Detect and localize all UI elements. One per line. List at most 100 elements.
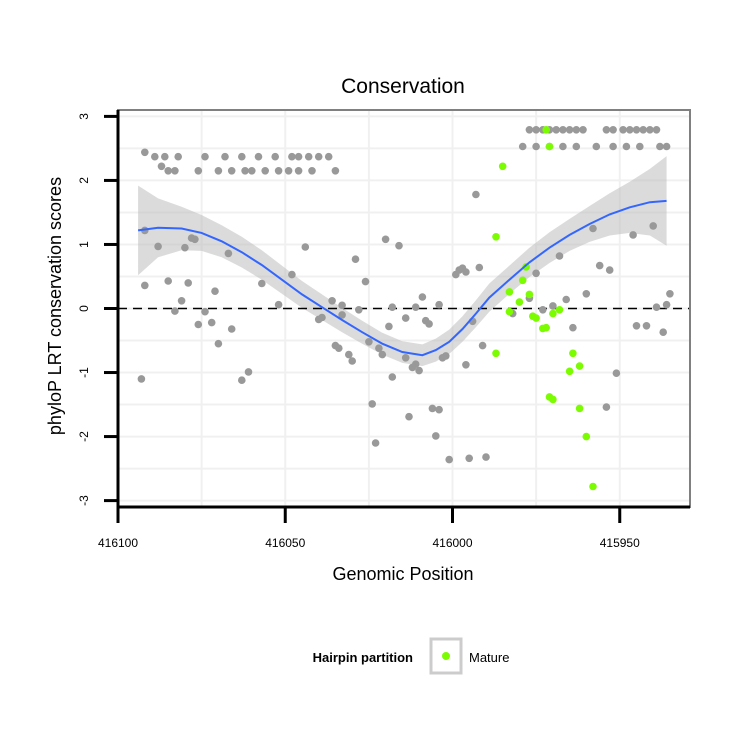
point-other [555, 252, 564, 260]
point-other [478, 341, 487, 350]
point-mature [492, 349, 500, 358]
point-other [375, 344, 383, 353]
y-axis-title: phyloP LRT conservation scores [45, 177, 65, 435]
point-other [227, 167, 236, 175]
point-other [338, 301, 346, 310]
point-other [415, 366, 423, 375]
point-other [201, 307, 209, 316]
point-other [395, 241, 403, 250]
point-other [482, 453, 490, 461]
point-other [331, 167, 340, 175]
point-other [191, 235, 199, 244]
point-other [238, 376, 246, 385]
point-other [177, 297, 186, 305]
point-other [371, 439, 380, 447]
point-other [324, 152, 333, 161]
y-tick-label: 1 [77, 241, 91, 248]
point-other [472, 190, 480, 199]
point-other [284, 167, 293, 175]
point-other [549, 302, 557, 310]
point-other [328, 297, 336, 305]
point-other [462, 268, 470, 276]
point-other [636, 142, 644, 151]
point-other [141, 281, 149, 290]
point-other [171, 307, 179, 315]
point-other [365, 338, 373, 346]
point-other [164, 167, 172, 175]
point-other [639, 126, 647, 134]
point-other [626, 126, 634, 134]
point-other [532, 126, 540, 134]
point-other [605, 266, 614, 274]
point-other [194, 320, 203, 329]
point-mature [505, 307, 514, 316]
point-other [378, 350, 387, 359]
point-other [666, 290, 674, 298]
point-other [294, 152, 303, 161]
point-other [646, 126, 654, 134]
point-mature [515, 298, 524, 306]
smooth-line-layer [137, 199, 667, 357]
point-other [314, 152, 323, 161]
point-other [338, 311, 346, 319]
point-other [518, 142, 527, 151]
point-other [592, 142, 601, 151]
point-mature [492, 233, 500, 241]
point-other [552, 126, 560, 134]
point-other [211, 287, 219, 296]
point-mature [518, 276, 527, 285]
point-other [288, 152, 296, 161]
data-points [137, 126, 674, 491]
point-other [288, 270, 296, 279]
point-other [221, 152, 229, 161]
point-other [381, 235, 390, 244]
point-other [308, 167, 316, 175]
point-other [348, 357, 357, 365]
point-other [569, 323, 577, 332]
point-other [652, 126, 661, 134]
point-other [388, 303, 397, 312]
point-other [659, 328, 667, 337]
point-other [632, 322, 641, 330]
point-other [425, 320, 433, 328]
point-other [562, 295, 570, 304]
point-other [572, 142, 581, 151]
point-other [401, 314, 410, 322]
confidence-band-layer [138, 156, 667, 367]
point-other [418, 293, 427, 301]
point-other [405, 412, 413, 421]
point-other [559, 142, 567, 151]
point-mature [532, 314, 540, 322]
point-other [294, 167, 303, 175]
point-other [244, 368, 253, 376]
point-other [579, 126, 587, 134]
x-tick-label: 416050 [265, 536, 305, 550]
point-mature [542, 323, 550, 332]
point-other [301, 243, 310, 251]
point-mature [575, 362, 584, 370]
point-other [432, 432, 440, 440]
point-other [351, 255, 360, 263]
point-other [582, 290, 591, 298]
point-other [649, 222, 657, 230]
point-other [274, 300, 283, 309]
chart-title: Conservation [341, 75, 465, 98]
point-other [532, 269, 540, 278]
point-other [271, 152, 280, 161]
point-mature [569, 349, 577, 358]
point-mature [505, 288, 514, 296]
point-other [525, 126, 534, 134]
point-other [248, 167, 256, 175]
point-other [411, 360, 420, 369]
point-other [227, 325, 236, 333]
point-mature [545, 142, 554, 151]
point-mature [582, 432, 591, 441]
point-mature [522, 263, 530, 271]
point-other [355, 306, 363, 314]
point-mature [589, 482, 597, 491]
y-tick-label: -3 [77, 495, 91, 506]
point-mature [549, 309, 557, 318]
point-other [368, 400, 377, 408]
point-other [214, 167, 223, 175]
x-axis-title: Genomic Position [332, 564, 473, 584]
